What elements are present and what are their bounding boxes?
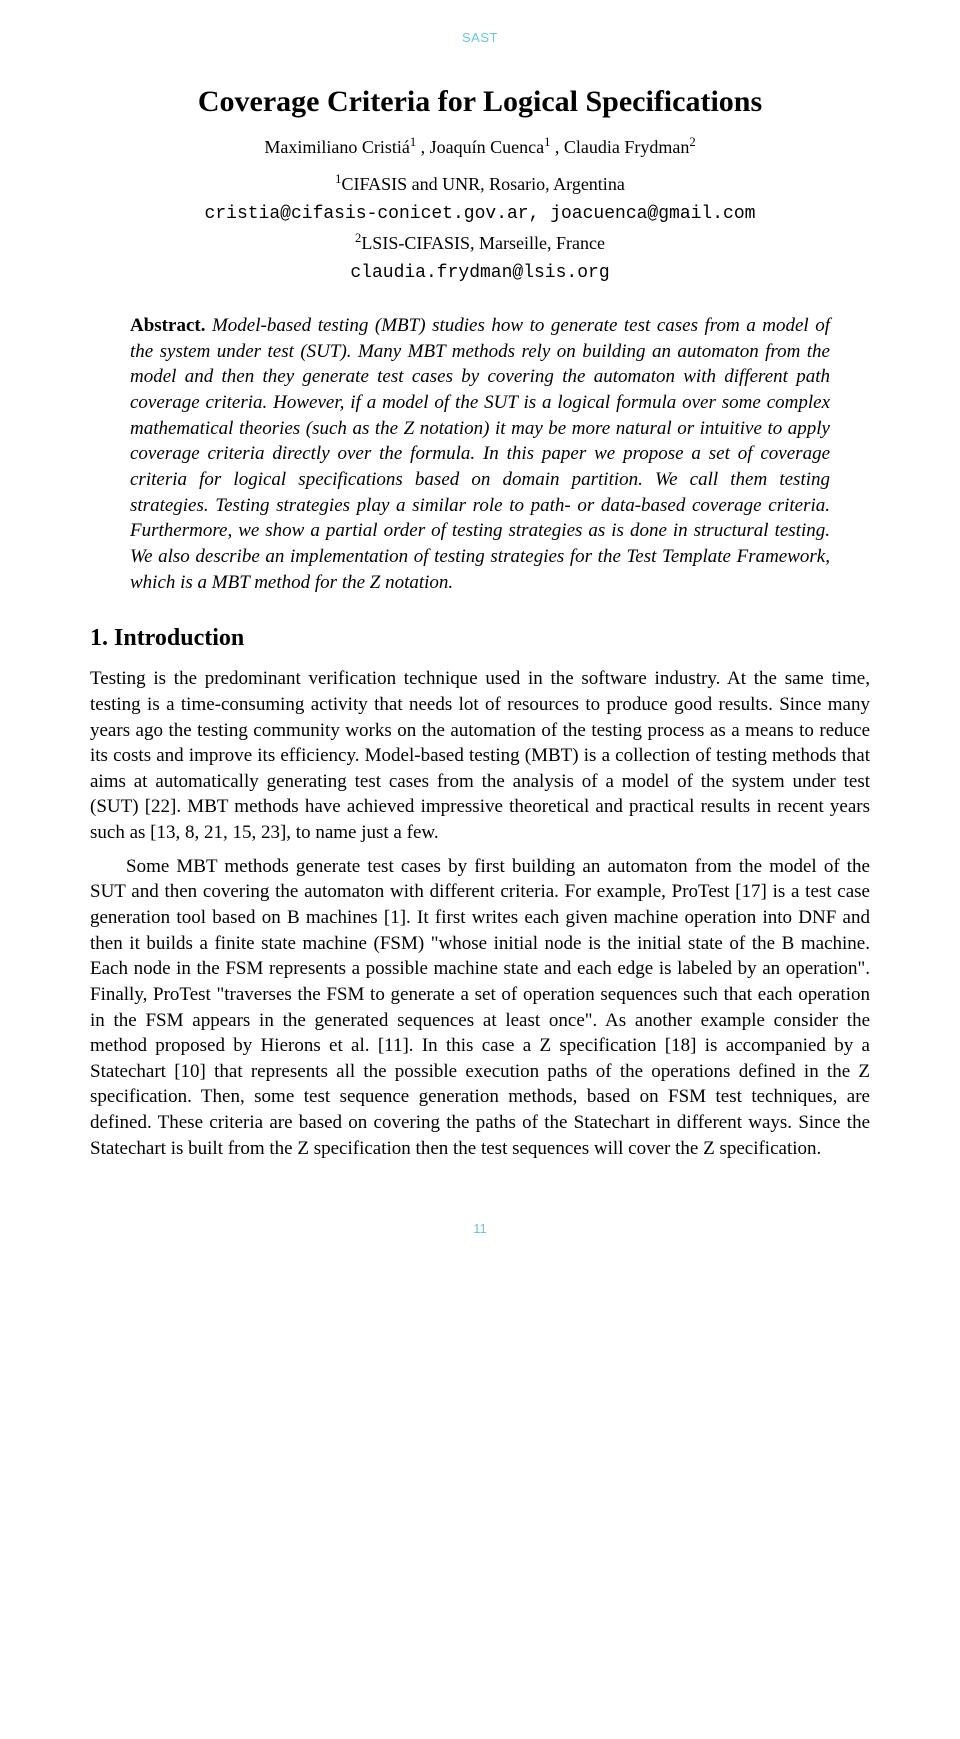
authors-line: Maximiliano Cristiá1 , Joaquín Cuenca1 ,…	[90, 137, 870, 158]
author-3-sup: 2	[689, 135, 695, 149]
section-1-heading: 1. Introduction	[90, 625, 870, 652]
author-1: Maximiliano Cristiá	[264, 137, 410, 157]
paper-page: SAST Coverage Criteria for Logical Speci…	[0, 0, 960, 1276]
page-number: 11	[90, 1221, 870, 1236]
abstract-label: Abstract.	[130, 315, 205, 336]
abstract: Abstract. Model-based testing (MBT) stud…	[130, 313, 830, 595]
intro-paragraph-2: Some MBT methods generate test cases by …	[90, 854, 870, 1162]
affil-1-text: CIFASIS and UNR, Rosario, Argentina	[341, 174, 624, 194]
affiliation-1: 1CIFASIS and UNR, Rosario, Argentina	[90, 172, 870, 196]
header-tag: SAST	[90, 30, 870, 45]
intro-paragraph-1: Testing is the predominant verification …	[90, 666, 870, 845]
affiliation-2: 2LSIS-CIFASIS, Marseille, France	[90, 231, 870, 255]
paper-title: Coverage Criteria for Logical Specificat…	[90, 85, 870, 119]
affil-1-email-text: cristia@cifasis-conicet.gov.ar, joacuenc…	[205, 204, 756, 224]
author-sep-1: , Joaquín Cuenca	[416, 137, 544, 157]
affiliation-2-email: claudia.frydman@lsis.org	[90, 259, 870, 285]
affil-2-email-text: claudia.frydman@lsis.org	[350, 263, 609, 283]
author-sep-2: , Claudia Frydman	[550, 137, 689, 157]
affil-2-text: LSIS-CIFASIS, Marseille, France	[361, 233, 605, 253]
affiliation-1-email: cristia@cifasis-conicet.gov.ar, joacuenc…	[90, 200, 870, 226]
abstract-text: Model-based testing (MBT) studies how to…	[130, 315, 830, 592]
